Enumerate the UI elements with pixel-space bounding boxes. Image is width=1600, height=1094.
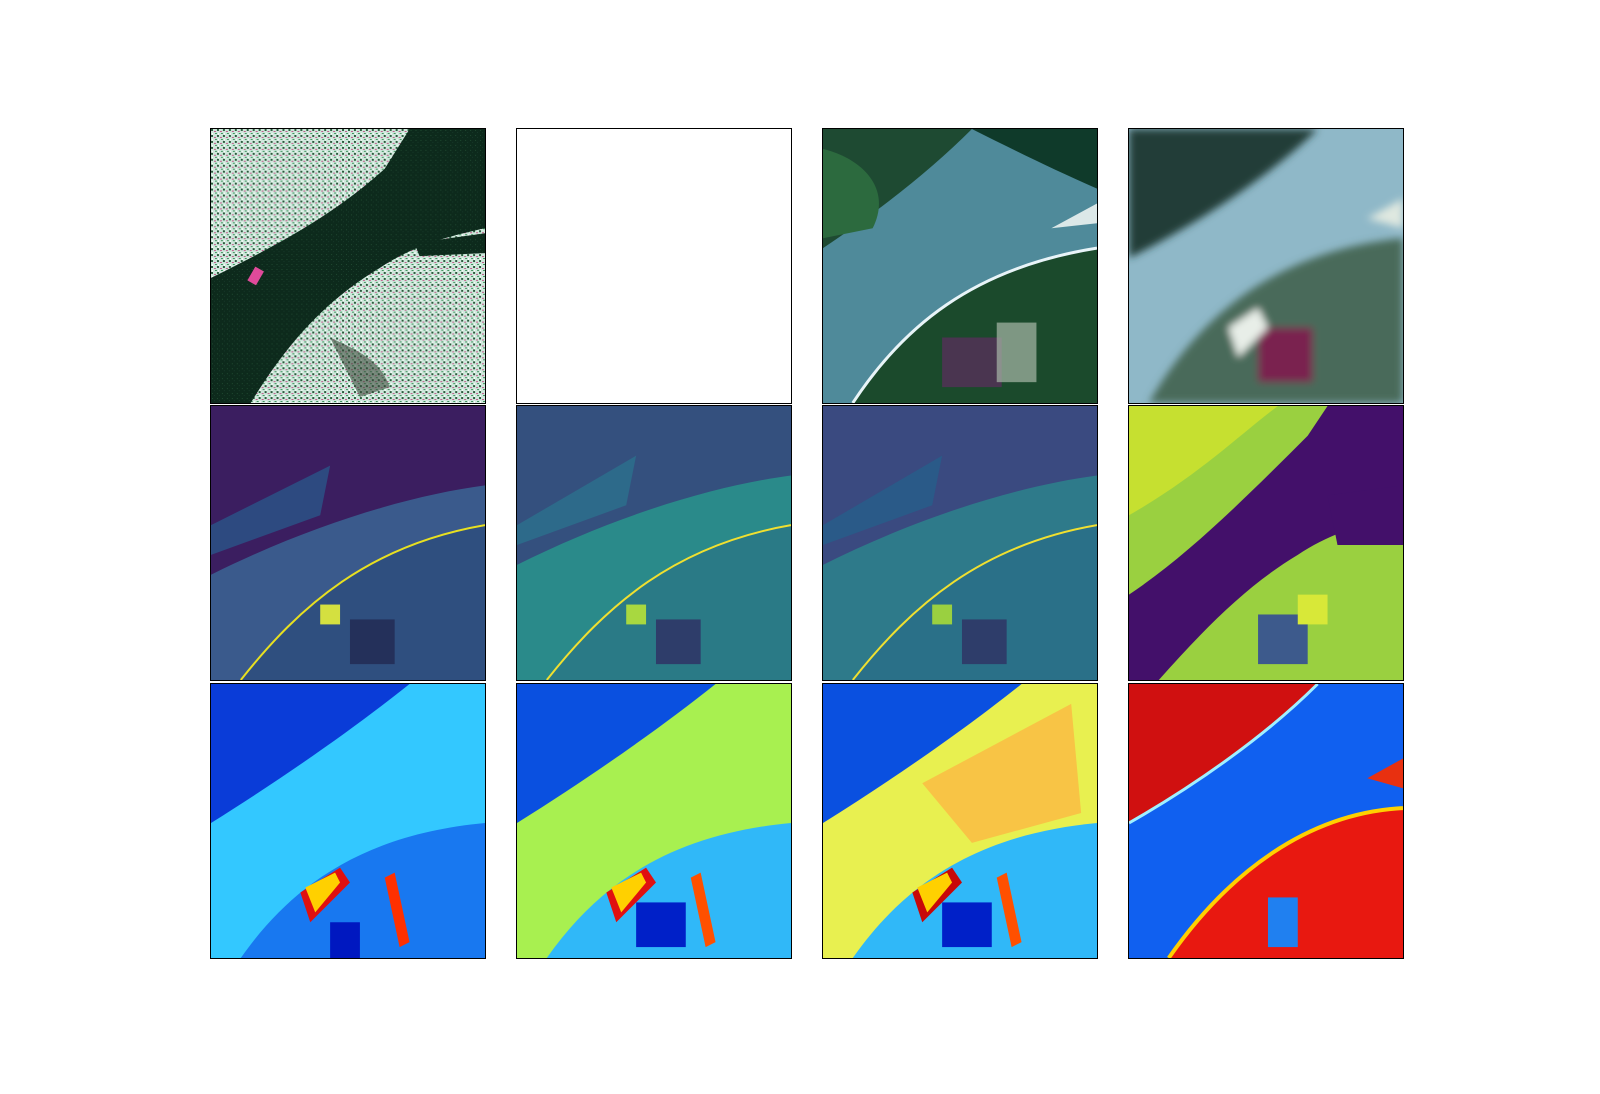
panel-r3-c2-jet	[516, 683, 792, 959]
panel-r2-c1-viridis	[210, 405, 486, 681]
panel-r2-c2-viridis	[516, 405, 792, 681]
panel-r3-c1-jet	[210, 683, 486, 959]
panel-r2-c4-viridis	[1128, 405, 1404, 681]
panel-r3-c3-jet	[822, 683, 1098, 959]
panel-r1-c4-blurred-image	[1128, 128, 1404, 404]
panel-r3-c4-jet	[1128, 683, 1404, 959]
panel-r1-c1-sar-image	[210, 128, 486, 404]
panel-r1-c3-optical-image	[822, 128, 1098, 404]
panel-r2-c3-viridis	[822, 405, 1098, 681]
panel-r1-c2-blank	[516, 128, 792, 404]
